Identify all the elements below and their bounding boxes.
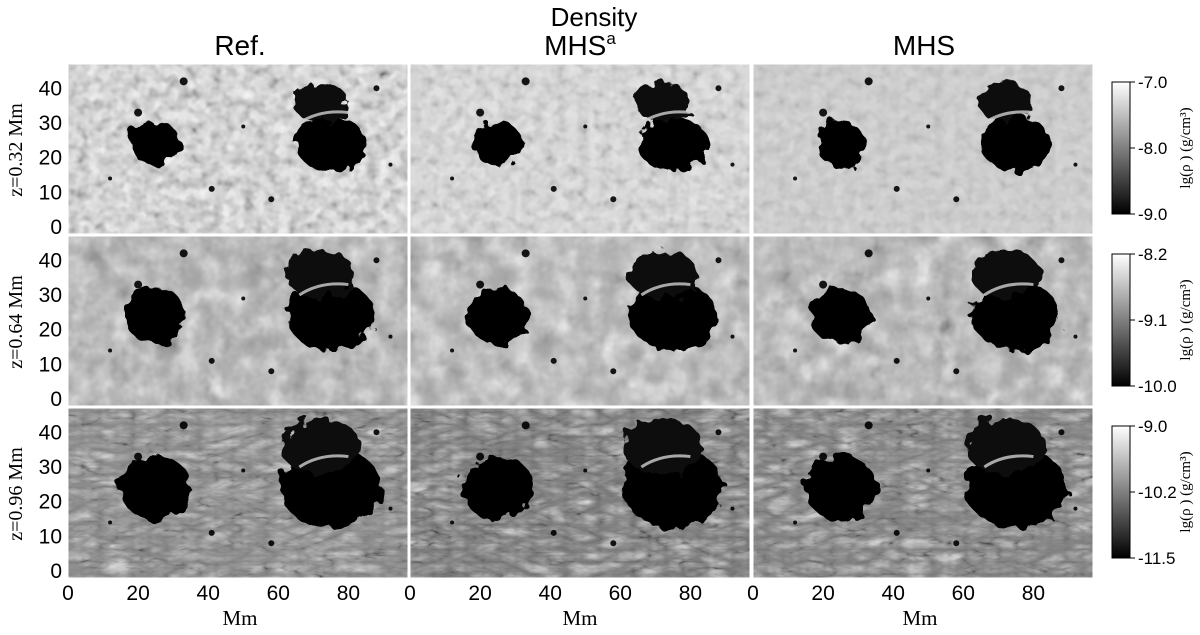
colorbar-label-r2: lg(ρ ) (g/cm³) (1178, 279, 1194, 360)
y-tick-r2-40: 40 (39, 249, 62, 272)
y-tick-r1-20: 20 (39, 147, 62, 170)
x-tick-c1-60: 60 (267, 582, 290, 605)
colorbar-gradient-r1 (1111, 81, 1131, 215)
y-tick-r2-20: 20 (39, 319, 62, 342)
sunspot-right-lower (287, 281, 375, 351)
sunspot-right-upper (627, 250, 698, 299)
sunspot-right-upper (977, 83, 1034, 122)
sunspot-right-upper (292, 83, 349, 122)
colorbar-tick-r2-1: -9.1 (1138, 311, 1167, 330)
sunspot-right-upper (634, 83, 691, 122)
colorbar-label-r1: lg(ρ ) (g/cm³) (1178, 107, 1194, 188)
row-label-z096: z=0.96 Mm (5, 447, 27, 541)
x-tick-c1-80: 80 (337, 582, 360, 605)
sunspot-left (809, 287, 872, 344)
x-axis-label-2: Mm (562, 606, 597, 630)
sunspot-left (816, 121, 866, 167)
x-tick-c3-80: 80 (1022, 582, 1045, 605)
panel-r1-c3 (752, 63, 1094, 235)
sunspot-right-lower (972, 281, 1060, 351)
y-tick-r2-10: 10 (39, 353, 62, 376)
sunspot-left (120, 455, 192, 521)
y-tick-r1-10: 10 (39, 181, 62, 204)
y-tick-r1-40: 40 (39, 77, 62, 100)
colorbar-gradient-r3 (1111, 425, 1131, 559)
column-title-mhsa-text: MHS (544, 30, 606, 61)
x-tick-c1-0: 0 (62, 582, 74, 605)
x-tick-c2-0: 0 (404, 582, 416, 605)
panel-r2-c3 (752, 235, 1094, 407)
panel-grid (67, 63, 1094, 579)
colorbar-tick-r3-0: -9.0 (1138, 417, 1167, 436)
x-tick-c2-80: 80 (679, 582, 702, 605)
column-title-mhsa-sup: a (606, 29, 616, 48)
colorbar-r2: -8.2 -9.1 -10.0 lg(ρ ) (g/cm³) (1111, 245, 1194, 396)
y-tick-r3-30: 30 (39, 456, 62, 479)
panel-r3-c1 (67, 407, 409, 579)
colorbar-tick-r2-2: -10.0 (1138, 377, 1177, 396)
y-tick-r2-30: 30 (39, 284, 62, 307)
x-tick-c3-40: 40 (882, 582, 905, 605)
panel-r3-c2 (409, 407, 751, 579)
column-title-ref: Ref. (214, 30, 265, 61)
x-tick-c3-60: 60 (952, 582, 975, 605)
sunspot-left (473, 121, 523, 167)
sunspot-left (131, 121, 181, 167)
colorbar-tick-r1-0: -7.0 (1138, 73, 1167, 92)
y-tick-r3-10: 10 (39, 525, 62, 548)
panel-r2-c1 (67, 235, 409, 407)
sunspot-left (466, 287, 529, 344)
y-tick-r2-0: 0 (50, 388, 62, 411)
sunspot-right-upper (970, 250, 1041, 299)
sunspot-right-upper (279, 418, 362, 474)
panel-r2-c2 (409, 235, 751, 407)
x-tick-c2-20: 20 (468, 582, 491, 605)
sunspot-left (124, 287, 187, 344)
x-tick-labels: 0 20 40 60 80 0 20 40 60 80 0 20 40 60 80 (62, 582, 1045, 605)
colorbar-tick-r1-2: -9.0 (1138, 205, 1167, 224)
x-tick-c1-40: 40 (197, 582, 220, 605)
x-tick-c1-20: 20 (126, 582, 149, 605)
y-tick-r3-0: 0 (50, 560, 62, 583)
sunspot-left (805, 455, 877, 521)
column-title-mhsa: MHSa (544, 29, 616, 61)
column-title-mhs: MHS (893, 30, 955, 61)
x-tick-c3-0: 0 (747, 582, 759, 605)
x-tick-c3-20: 20 (811, 582, 834, 605)
colorbar-r1: -7.0 -8.0 -9.0 lg(ρ ) (g/cm³) (1111, 73, 1194, 224)
y-tick-r1-30: 30 (39, 112, 62, 135)
sunspot-right-upper (621, 418, 704, 474)
colorbars: -7.0-8.0-9.0lg(ρ ) (g/cm³)-8.2-9.1-10.0l… (1111, 73, 1194, 568)
colorbar-tick-r1-1: -8.0 (1138, 139, 1167, 158)
colorbar-r3: -9.0 -10.2 -11.5 lg(ρ ) (g/cm³) (1111, 417, 1194, 568)
x-axis-label-3: Mm (902, 606, 937, 630)
colorbar-tick-r3-1: -10.2 (1138, 483, 1177, 502)
y-tick-r3-40: 40 (39, 421, 62, 444)
x-tick-c2-60: 60 (609, 582, 632, 605)
row-label-z032: z=0.32 Mm (5, 103, 27, 197)
colorbar-tick-r2-0: -8.2 (1138, 245, 1167, 264)
x-axis-label-1: Mm (222, 606, 257, 630)
sunspot-right-lower (629, 281, 717, 351)
sunspot-right-lower (295, 116, 366, 172)
sunspot-right-lower (637, 116, 708, 172)
colorbar-label-r3: lg(ρ ) (g/cm³) (1178, 451, 1194, 532)
x-tick-c2-40: 40 (539, 582, 562, 605)
sunspot-right-upper (285, 250, 356, 299)
colorbar-gradient-r2 (1111, 253, 1131, 387)
panel-r1-c1 (67, 63, 409, 235)
sunspot-left (462, 455, 534, 521)
sunspot-right-lower (980, 116, 1051, 172)
y-tick-r1-0: 0 (50, 216, 62, 239)
y-tick-labels: 0 10 20 30 40 0 10 20 30 40 0 10 20 30 40 (39, 77, 62, 583)
row-label-z064: z=0.64 Mm (5, 275, 27, 369)
panel-r3-c3 (752, 407, 1094, 579)
panel-r1-c2 (409, 63, 751, 235)
colorbar-tick-r3-2: -11.5 (1138, 549, 1176, 568)
y-tick-r3-20: 20 (39, 491, 62, 514)
sunspot-right-upper (964, 418, 1047, 474)
figure-title: Density (551, 2, 638, 32)
